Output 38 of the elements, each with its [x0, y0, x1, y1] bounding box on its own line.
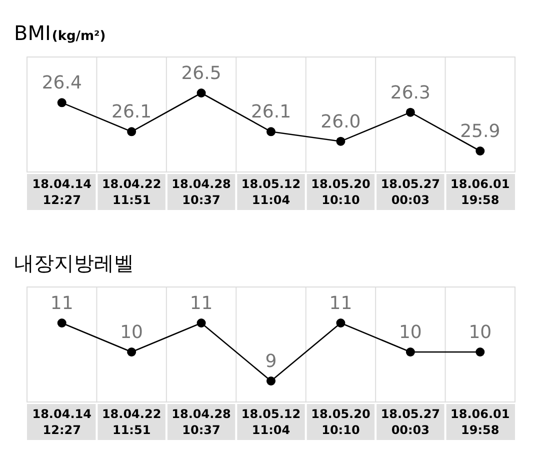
data-label: 25.9	[460, 121, 500, 142]
data-label: 26.1	[112, 102, 152, 123]
point	[57, 98, 66, 108]
data-label: 26.3	[390, 82, 430, 104]
data-label: 11	[190, 293, 213, 314]
x-tick-label: 18.05.20 10:10	[311, 177, 370, 207]
point	[406, 108, 415, 117]
point	[127, 127, 136, 136]
data-label: 9	[265, 351, 277, 372]
point	[336, 136, 346, 146]
x-tick-label: 18.04.28 10:37	[172, 177, 231, 207]
x-tick-label: 18.06.01 19:58	[450, 407, 510, 437]
x-tick-label: 18.04.22 11:51	[102, 407, 162, 437]
data-label: 10	[468, 322, 492, 343]
point	[266, 127, 276, 136]
point	[476, 146, 485, 156]
x-tick-label: 18.04.22 11:51	[102, 177, 162, 207]
point	[196, 88, 206, 98]
data-label: 26.1	[250, 102, 292, 123]
data-label: 10	[398, 322, 422, 343]
x-tick-label: 18.04.14 12:27	[32, 407, 92, 437]
chart-title: 내장지방레벨	[14, 251, 134, 275]
x-tick-label: 18.04.14 12:27	[32, 177, 92, 207]
x-tick-label: 18.05.27 00:03	[380, 177, 440, 207]
data-label: 11	[329, 293, 352, 314]
data-label: 26.0	[320, 111, 361, 132]
x-tick-label: 18.05.12 11:04	[241, 177, 301, 207]
data-label: 10	[120, 322, 144, 343]
x-tick-label: 18.05.27 00:03	[380, 407, 440, 437]
x-tick-label: 18.04.28 10:37	[172, 407, 231, 437]
chart-title: BMI	[14, 21, 51, 45]
data-label: 26.5	[181, 63, 222, 84]
data-label: 11	[50, 293, 74, 314]
x-tick-label: 18.06.01 19:58	[450, 177, 510, 207]
x-tick-label: 18.05.12 11:04	[241, 407, 301, 437]
chart-subtitle: (kg/m²)	[52, 29, 106, 44]
x-tick-label: 18.05.20 10:10	[311, 407, 370, 437]
data-label: 26.4	[42, 72, 82, 94]
